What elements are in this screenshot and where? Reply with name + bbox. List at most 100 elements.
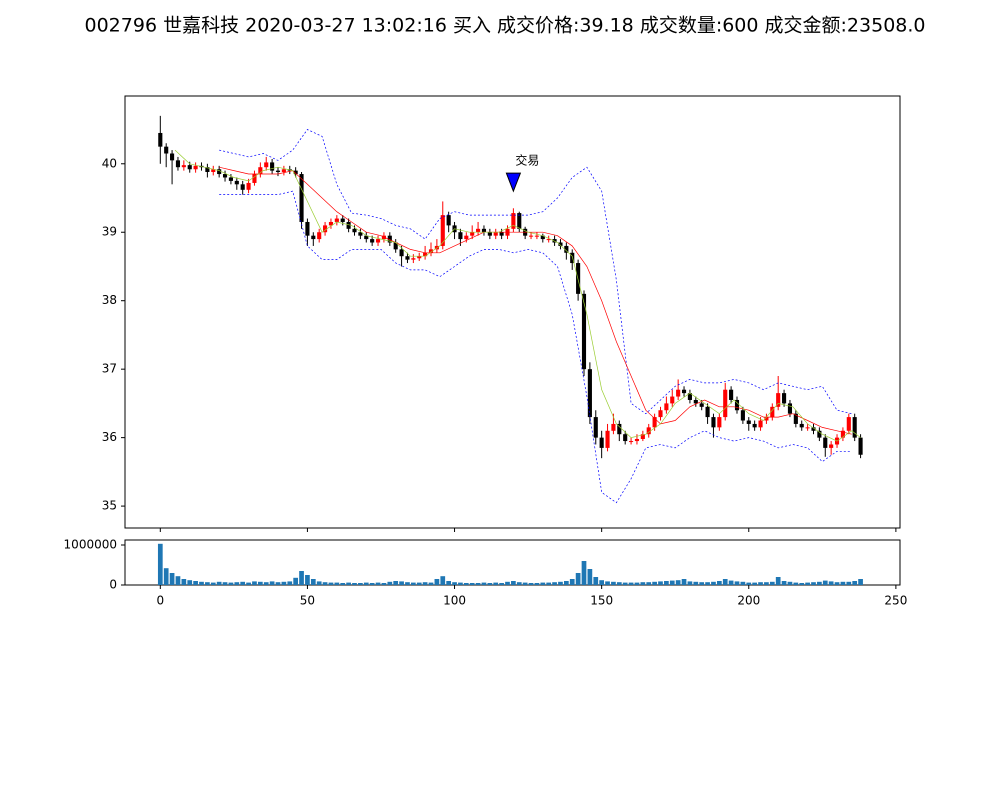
candle-body (175, 160, 181, 168)
volume-bar (605, 581, 610, 585)
volume-bar (481, 582, 487, 585)
volume-bar (187, 580, 193, 585)
candle-body (364, 235, 369, 240)
candle-body (252, 174, 257, 183)
volume-bar (546, 582, 552, 585)
candle-body (776, 393, 781, 407)
volume-bar (834, 582, 840, 585)
volume-bar (475, 583, 481, 585)
volume-bar (664, 581, 669, 585)
volume-bar (781, 581, 787, 585)
volume-bar (422, 582, 428, 585)
candle-body (193, 165, 198, 170)
candle-body (470, 232, 475, 236)
volume-bar (428, 582, 434, 585)
candle-body (770, 406, 775, 418)
candle-body (264, 162, 269, 168)
volume-bar (181, 579, 187, 585)
candle-body (234, 180, 239, 185)
volume-bar (346, 582, 351, 585)
volume-bar (569, 579, 575, 585)
indicator-line (174, 149, 861, 442)
volume-bar (328, 582, 334, 585)
candle-body (799, 423, 804, 428)
volume-bar (305, 575, 310, 585)
candle-body (423, 252, 428, 257)
y-tick-label: 37 (102, 362, 117, 376)
volume-bar (399, 581, 404, 585)
candle-body (587, 369, 592, 418)
volume-bar (157, 543, 163, 585)
x-tick-label: 50 (300, 594, 315, 608)
candle-body (158, 132, 163, 147)
volume-bar (240, 581, 246, 585)
candle-body (599, 437, 604, 448)
candle-body (164, 146, 169, 154)
volume-bar (410, 582, 416, 585)
candle-body (605, 430, 610, 448)
volume-bar (381, 583, 387, 585)
candle-body (170, 153, 175, 161)
volume-bar (752, 582, 758, 585)
candle-body (658, 410, 663, 418)
volume-bar (316, 581, 322, 585)
volume-bar (687, 581, 693, 585)
volume-bar (375, 582, 381, 585)
main-plot (158, 115, 863, 504)
candle-body (540, 235, 545, 240)
candle-body (517, 213, 522, 229)
candle-body (805, 427, 810, 429)
candle-body (299, 174, 304, 222)
candle-body (375, 239, 381, 243)
candle-body (558, 242, 563, 246)
volume-bar (675, 580, 681, 585)
candle-body (328, 221, 334, 226)
volume-bar (199, 581, 204, 585)
candle-body (387, 235, 392, 243)
candle-body (476, 228, 481, 233)
candle-body (787, 403, 793, 414)
volume-bar (658, 581, 663, 585)
y-tick-label: 1000000 (64, 538, 117, 552)
volume-bar (434, 579, 440, 585)
volume-bar (616, 582, 622, 585)
candle-body (217, 169, 222, 175)
volume-bar (358, 583, 363, 585)
volume-bar (634, 582, 640, 585)
volume-bar (711, 581, 716, 585)
volume-bar (581, 561, 587, 585)
volume-bar (299, 571, 304, 585)
volume-bar (287, 581, 293, 585)
candle-body (222, 174, 228, 178)
volume-bar (387, 581, 393, 585)
candle-body (746, 420, 751, 424)
candle-body (399, 249, 404, 257)
candle-body (546, 239, 551, 241)
volume-bar (822, 580, 828, 585)
candle-body (293, 170, 298, 175)
candle-body (228, 177, 233, 181)
candle-body (687, 393, 692, 400)
volume-bar (787, 581, 793, 585)
candle-body (640, 434, 645, 439)
volume-bar (522, 582, 528, 585)
volume-bar (858, 579, 863, 585)
candle-body (458, 232, 463, 240)
volume-panel (124, 539, 901, 586)
volume-bar (811, 582, 816, 585)
y-tick-label: 38 (102, 293, 117, 307)
volume-bar (234, 582, 240, 585)
volume-bar (493, 582, 499, 585)
volume-bar (699, 582, 705, 585)
candle-body (764, 417, 769, 421)
volume-bar (246, 582, 251, 585)
candle-body (817, 430, 822, 438)
volume-bar (516, 582, 522, 585)
volume-bar (534, 583, 540, 585)
volume-bar (758, 582, 763, 585)
volume-bar (252, 581, 257, 585)
volume-bar (511, 581, 516, 585)
candle-body (752, 423, 757, 428)
candle-body (205, 167, 210, 172)
candle-body (782, 393, 787, 404)
